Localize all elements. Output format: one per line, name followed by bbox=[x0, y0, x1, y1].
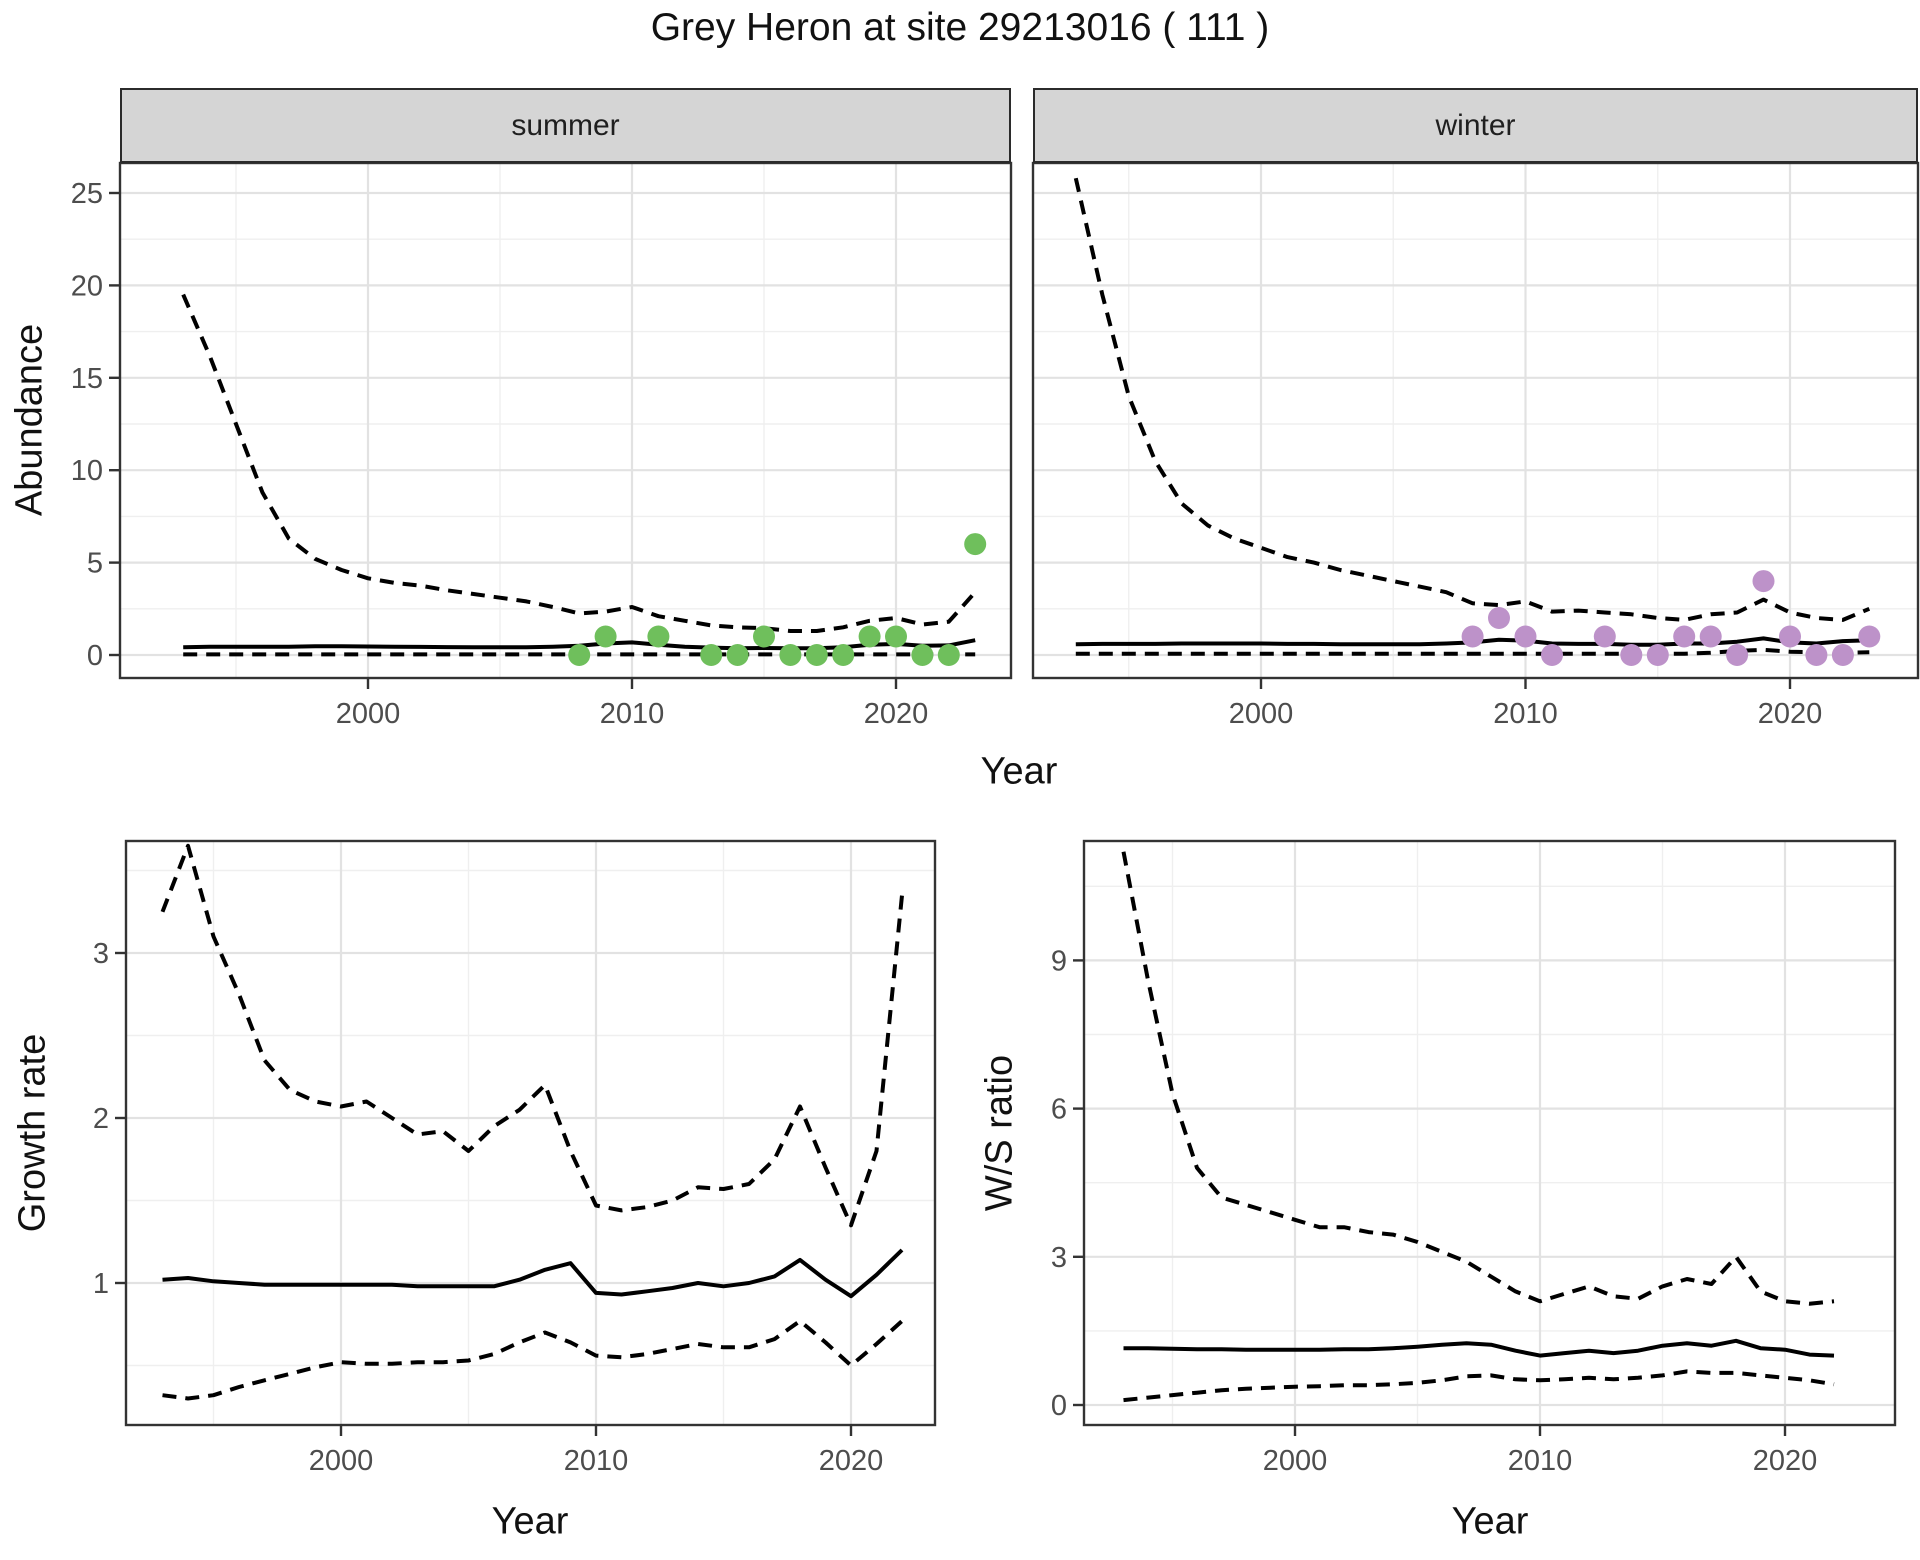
abundance-winter-observation-point bbox=[1488, 607, 1510, 629]
abundance-winter-observation-point bbox=[1461, 625, 1484, 648]
abundance-summer-observation-point bbox=[753, 625, 775, 648]
abundance-summer-observation-point bbox=[937, 644, 960, 666]
y-tick-label: 6 bbox=[1051, 1094, 1067, 1126]
abundance-winter-observation-point bbox=[1593, 625, 1616, 648]
y-tick-label: 5 bbox=[87, 548, 103, 580]
x-tick-label: 2010 bbox=[1493, 698, 1558, 730]
x-tick-label: 2020 bbox=[1753, 1445, 1818, 1477]
abundance-summer-observation-point bbox=[805, 644, 828, 666]
abundance-winter-panel-border bbox=[1031, 161, 1920, 680]
plot-title: Grey Heron at site 29213016 ( 111 ) bbox=[650, 6, 1270, 49]
abundance-summer-observation-point bbox=[726, 644, 749, 666]
abundance-summer-observation-point bbox=[779, 644, 802, 666]
x-tick-label: 2010 bbox=[600, 698, 665, 730]
growth-rate-panel: 2000 2010 2020 1 2 3 bbox=[93, 839, 937, 1477]
abundance-summer-observation-point bbox=[858, 625, 881, 648]
x-tick-label: 2000 bbox=[1229, 698, 1294, 730]
abundance-summer-observation-point bbox=[647, 625, 670, 648]
y-tick-label: 9 bbox=[1051, 945, 1067, 977]
x-tick-label: 2020 bbox=[819, 1445, 884, 1477]
x-tick-label: 2000 bbox=[1263, 1445, 1328, 1477]
abundance-winter-observation-point bbox=[1779, 625, 1801, 648]
y-tick-label: 1 bbox=[93, 1268, 109, 1300]
abundance-summer-observation-point bbox=[885, 625, 907, 648]
y-tick-label: 0 bbox=[87, 640, 103, 672]
facet-strip-summer-label: summer bbox=[511, 108, 620, 142]
abundance-winter-panel: 2000 2010 2020 bbox=[1031, 161, 1920, 730]
abundance-winter-observation-point bbox=[1646, 644, 1669, 666]
y-tick-label: 2 bbox=[93, 1103, 109, 1135]
x-tick-label: 2020 bbox=[864, 698, 929, 730]
x-tick-label: 2000 bbox=[309, 1445, 374, 1477]
abundance-winter-observation-point bbox=[1858, 625, 1881, 648]
abundance-winter-observation-point bbox=[1620, 644, 1643, 666]
abundance-summer-observation-point bbox=[568, 644, 591, 666]
abundance-winter-observation-point bbox=[1514, 625, 1537, 648]
ws-ratio-upper-ci-line bbox=[1121, 851, 1835, 1306]
abundance-winter-observation-point bbox=[1699, 625, 1722, 648]
abundance-winter-observation-point bbox=[1541, 644, 1563, 666]
y-tick-label: 10 bbox=[71, 455, 103, 487]
abundance-winter-lower-ci-line bbox=[1075, 647, 1870, 656]
y-tick-label: 25 bbox=[71, 178, 103, 210]
x-tick-label: 2010 bbox=[564, 1445, 629, 1477]
x-tick-label: 2000 bbox=[336, 698, 401, 730]
abundance-winter-observation-point bbox=[1805, 644, 1828, 666]
abundance-winter-upper-ci-line bbox=[1073, 177, 1871, 622]
facet-strip-winter: winter bbox=[1033, 88, 1918, 163]
growth-rate-panel-border bbox=[124, 839, 937, 1427]
abundance-winter-observation-point bbox=[1831, 644, 1854, 666]
y-tick-label: 20 bbox=[71, 270, 103, 302]
y-tick-label: 3 bbox=[1051, 1242, 1067, 1274]
growth-rate-upper-ci-line bbox=[160, 843, 904, 1228]
facet-strip-summer: summer bbox=[120, 88, 1011, 163]
abundance-winter-observation-point bbox=[1673, 625, 1696, 648]
growth-rate-median-line bbox=[162, 1248, 904, 1299]
y-tick-label: 3 bbox=[93, 938, 109, 970]
ws-ratio-panel-border bbox=[1082, 839, 1897, 1427]
abundance-summer-observation-point bbox=[964, 533, 987, 556]
ws-ratio-lower-ci-line bbox=[1123, 1369, 1835, 1403]
facet-strip-winter-label: winter bbox=[1435, 108, 1516, 142]
y-tick-label: 15 bbox=[71, 363, 103, 395]
abundance-summer-panel-border bbox=[118, 161, 1013, 680]
abundance-winter-observation-point bbox=[1752, 570, 1775, 593]
abundance-summer-observation-point bbox=[832, 644, 855, 666]
ws-ratio-median-line bbox=[1123, 1338, 1835, 1358]
ws-ratio-panel: 2000 2010 2020 0 3 6 9 bbox=[1051, 839, 1897, 1477]
x-tick-label: 2010 bbox=[1508, 1445, 1573, 1477]
growth-rate-lower-ci-line bbox=[162, 1319, 904, 1401]
abundance-winter-observation-point bbox=[1726, 644, 1749, 666]
x-tick-label: 2020 bbox=[1758, 698, 1823, 730]
y-tick-label: 0 bbox=[1051, 1390, 1067, 1422]
abundance-summer-panel: 2000 2010 2020 0 5 10 15 20 25 bbox=[71, 161, 1013, 730]
abundance-summer-observation-point bbox=[911, 644, 934, 666]
abundance-summer-observation-point bbox=[700, 644, 723, 666]
abundance-summer-upper-ci-line bbox=[181, 293, 977, 633]
abundance-summer-observation-point bbox=[594, 625, 617, 648]
